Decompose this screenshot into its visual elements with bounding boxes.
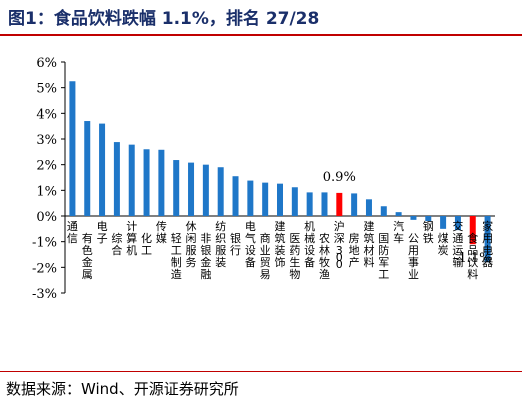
x-tick-label: 沪深 3 0 0 bbox=[334, 219, 345, 271]
bar-13 bbox=[247, 180, 254, 216]
bar-16 bbox=[291, 187, 298, 216]
bar-1 bbox=[69, 81, 76, 216]
y-tick-label: -1% bbox=[32, 236, 57, 251]
y-tick-label: 6% bbox=[36, 56, 57, 71]
x-tick-label: 通信 bbox=[67, 220, 78, 245]
bar-9 bbox=[188, 162, 195, 216]
x-tick-label: 银行 bbox=[230, 231, 241, 257]
bar-2 bbox=[84, 121, 91, 216]
bar-28 bbox=[469, 216, 476, 245]
x-tick-label: 家用电器 bbox=[482, 219, 493, 269]
data-label: -1.1% bbox=[454, 251, 491, 266]
x-tick-label: 食品饮料 bbox=[467, 231, 478, 281]
bar-20 bbox=[351, 193, 358, 216]
title-divider bbox=[0, 34, 522, 36]
data-label: 0.9% bbox=[323, 170, 356, 185]
x-tick-label: 计算机 bbox=[126, 220, 137, 257]
x-tick-label: 汽车 bbox=[393, 219, 404, 245]
x-tick-label: 煤炭 bbox=[438, 232, 449, 257]
bar-22 bbox=[380, 206, 387, 216]
x-tick-label: 化工 bbox=[141, 231, 152, 257]
bar-5 bbox=[128, 144, 135, 216]
x-tick-label: 电子 bbox=[97, 220, 108, 245]
x-tick-label: 钢铁 bbox=[423, 220, 434, 245]
x-tick-label: 有色金属 bbox=[82, 231, 93, 281]
x-tick-label: 国防军工 bbox=[378, 232, 389, 281]
x-tick-label: 商业贸易 bbox=[260, 231, 271, 281]
bar-12 bbox=[232, 176, 239, 216]
x-tick-label: 传媒 bbox=[156, 220, 167, 245]
source-note: 数据来源：Wind、开源证券研究所 bbox=[6, 380, 239, 398]
chart-title: 图1：食品饮料跌幅 1.1%，排名 27/28 bbox=[8, 9, 320, 29]
bar-3 bbox=[99, 123, 106, 216]
bar-23 bbox=[395, 212, 402, 216]
x-tick-label: 非银金融 bbox=[200, 232, 211, 281]
bar-29 bbox=[484, 216, 491, 263]
bar-8 bbox=[173, 160, 180, 216]
x-tick-label: 公用事业 bbox=[408, 232, 419, 281]
y-tick-label: -2% bbox=[32, 261, 57, 276]
x-tick-label: 房地产 bbox=[349, 232, 360, 269]
y-tick-label: 3% bbox=[36, 133, 57, 148]
x-tick-label: 建筑材料 bbox=[363, 219, 374, 269]
x-tick-label: 交通运输 bbox=[452, 219, 463, 269]
y-tick-label: 0% bbox=[36, 210, 57, 225]
y-tick-label: 1% bbox=[36, 184, 57, 199]
x-tick-label: 休闲服务 bbox=[186, 220, 197, 269]
bar-24 bbox=[410, 216, 417, 220]
source-divider bbox=[0, 371, 522, 372]
y-tick-label: -3% bbox=[32, 287, 57, 302]
bar-26 bbox=[440, 216, 447, 229]
bar-27 bbox=[454, 216, 461, 231]
y-tick-label: 5% bbox=[36, 82, 57, 97]
bar-7 bbox=[158, 149, 165, 216]
y-tick-label: 2% bbox=[36, 159, 57, 174]
bar-17 bbox=[306, 192, 313, 216]
bar-10 bbox=[202, 164, 209, 216]
bar-15 bbox=[277, 183, 283, 216]
bar-14 bbox=[262, 182, 269, 216]
bar-4 bbox=[113, 142, 120, 216]
bar-21 bbox=[365, 199, 372, 216]
x-tick-label: 医药生物 bbox=[289, 232, 300, 281]
bar-11 bbox=[217, 167, 224, 216]
x-tick-label: 轻工制造 bbox=[171, 231, 182, 281]
x-tick-label: 机械设备 bbox=[304, 219, 315, 269]
x-tick-label: 农林牧渔 bbox=[319, 231, 330, 281]
x-tick-label: 综合 bbox=[111, 231, 122, 257]
bar-19 bbox=[336, 192, 343, 216]
x-tick-label: 电气设备 bbox=[245, 220, 256, 269]
bar-25 bbox=[425, 216, 432, 222]
y-tick-label: 4% bbox=[36, 107, 57, 122]
bar-18 bbox=[321, 192, 328, 216]
bar-6 bbox=[143, 149, 150, 216]
x-tick-label: 纺织服装 bbox=[215, 219, 226, 269]
x-tick-label: 建筑装饰 bbox=[275, 219, 286, 269]
